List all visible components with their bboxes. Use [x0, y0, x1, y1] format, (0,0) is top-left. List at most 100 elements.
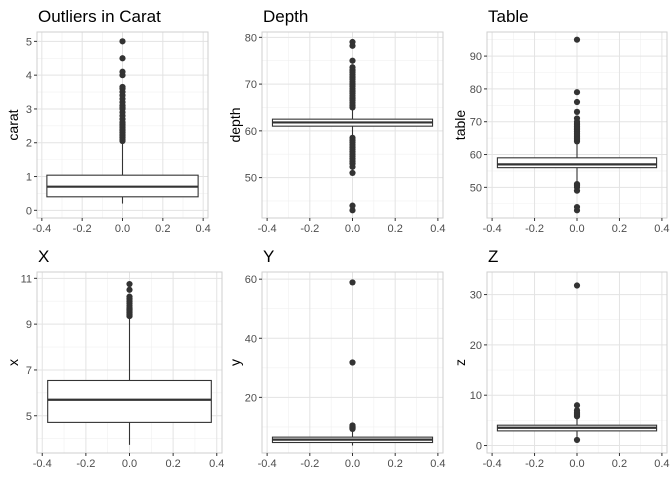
box	[47, 317, 212, 445]
x-tick-label: 0.0	[345, 458, 360, 470]
x-tick-label: 0.4	[196, 223, 211, 235]
panel-title: Outliers in Carat	[38, 7, 161, 26]
outlier-point	[349, 279, 356, 286]
outlier-point	[573, 108, 581, 115]
y-tick-label: 80	[470, 84, 482, 96]
y-tick-label: 10	[470, 390, 482, 402]
y-axis-label: depth	[227, 107, 243, 142]
panel-4: -0.4 -0.2 0.0 0.2 0.4 5 7 9 11 x X	[5, 247, 224, 470]
x-tick-label: 0.0	[115, 223, 130, 235]
ticks: -0.4 -0.2 0.0 0.2 0.4 50 60 70 80	[245, 32, 446, 235]
ticks: -0.4 -0.2 0.0 0.2 0.4 0 10 20 30	[470, 290, 670, 470]
outlier-point	[119, 83, 126, 91]
x-tick-label: 0.2	[155, 223, 170, 235]
y-tick-label: 1	[26, 172, 32, 184]
y-tick-label: 60	[470, 150, 482, 162]
x-tick-label: -0.4	[258, 223, 277, 235]
x-tick-label: 0.4	[430, 223, 445, 235]
x-tick-label: -0.4	[33, 458, 52, 470]
outliers	[119, 38, 126, 145]
y-tick-label: 11	[21, 273, 32, 285]
outlier-point	[119, 68, 126, 75]
outlier-point	[573, 282, 581, 289]
y-tick-label: 5	[26, 411, 32, 423]
y-tick-label: 20	[245, 392, 257, 404]
x-tick-label: -0.2	[300, 458, 319, 470]
y-axis-label: table	[452, 110, 468, 141]
box	[271, 108, 434, 137]
y-axis-label: carat	[5, 109, 21, 140]
outlier-point	[349, 202, 356, 209]
outlier-point	[573, 203, 581, 211]
y-tick-label: 80	[245, 32, 257, 44]
x-tick-label: 0.4	[654, 223, 669, 235]
box	[496, 143, 658, 183]
x-tick-label: 0.0	[122, 458, 137, 470]
x-tick-label: 0.4	[209, 458, 224, 470]
y-tick-label: 20	[470, 340, 482, 352]
y-axis-label: y	[227, 359, 243, 366]
outliers	[349, 38, 356, 214]
x-tick-label: 0.0	[569, 458, 584, 470]
x-tick-label: -0.2	[525, 458, 544, 470]
outlier-point	[349, 64, 356, 71]
y-tick-label: 3	[26, 104, 32, 116]
outliers	[573, 282, 581, 444]
box	[46, 142, 199, 204]
outlier-point	[349, 169, 356, 177]
x-tick-label: -0.4	[258, 458, 277, 470]
outliers	[349, 279, 356, 433]
ticks: -0.4 -0.2 0.0 0.2 0.4 5 7 9 11	[21, 273, 225, 470]
outlier-point	[119, 55, 126, 62]
y-tick-label: 7	[26, 365, 32, 377]
box	[496, 416, 658, 438]
y-tick-label: 40	[245, 333, 257, 345]
x-tick-label: 0.0	[345, 223, 360, 235]
x-tick-label: 0.4	[430, 458, 445, 470]
outlier-point	[573, 180, 581, 188]
y-tick-label: 4	[26, 70, 32, 82]
y-tick-label: 60	[245, 274, 257, 286]
y-tick-label: 50	[245, 173, 257, 185]
x-tick-label: 0.2	[388, 458, 403, 470]
outlier-point	[573, 36, 581, 43]
y-tick-label: 90	[470, 51, 482, 63]
outlier-point	[573, 115, 581, 122]
outlier-point	[126, 280, 133, 288]
panel-title: Z	[488, 247, 498, 266]
major-grid	[487, 272, 667, 453]
x-tick-label: 0.2	[165, 458, 180, 470]
y-tick-label: 2	[26, 138, 32, 150]
panel-6: -0.4 -0.2 0.0 0.2 0.4 0 10 20 30 z Z	[452, 247, 670, 470]
outlier-point	[349, 134, 356, 141]
y-tick-label: 50	[470, 182, 482, 194]
x-tick-label: -0.2	[73, 223, 92, 235]
outlier-point	[349, 359, 356, 366]
x-tick-label: 0.0	[569, 223, 584, 235]
ticks: -0.4 -0.2 0.0 0.2 0.4 50 60 70 80 90	[470, 51, 670, 235]
outlier-point	[573, 89, 581, 96]
outlier-point	[573, 436, 581, 444]
outlier-point	[349, 38, 356, 46]
panel-3: -0.4 -0.2 0.0 0.2 0.4 50 60 70 80 90 table Table	[452, 7, 670, 235]
x-tick-label: 0.2	[612, 458, 627, 470]
y-tick-label: 0	[476, 441, 482, 453]
panel-5: -0.4 -0.2 0.0 0.2 0.4 20 40 60 y Y	[227, 247, 446, 470]
panel-2: -0.4 -0.2 0.0 0.2 0.4 50 60 70 80 depth Depth	[227, 7, 446, 235]
y-axis-label: z	[452, 359, 468, 366]
x-tick-label: -0.4	[483, 223, 502, 235]
ticks: -0.4 -0.2 0.0 0.2 0.4 20 40 60	[245, 274, 446, 470]
outliers	[573, 36, 581, 214]
iqr-box	[496, 157, 658, 169]
panel-1: -0.4 -0.2 0.0 0.2 0.4 0 1 2 3 4 5 carat Outliers in …	[5, 7, 211, 235]
outlier-point	[126, 293, 133, 300]
y-tick-label: 70	[245, 79, 257, 91]
outlier-point	[126, 286, 133, 293]
x-tick-label: -0.4	[32, 223, 51, 235]
outlier-point	[573, 402, 581, 409]
x-tick-label: -0.2	[76, 458, 95, 470]
outlier-point	[119, 38, 126, 45]
outlier-point	[349, 57, 356, 64]
